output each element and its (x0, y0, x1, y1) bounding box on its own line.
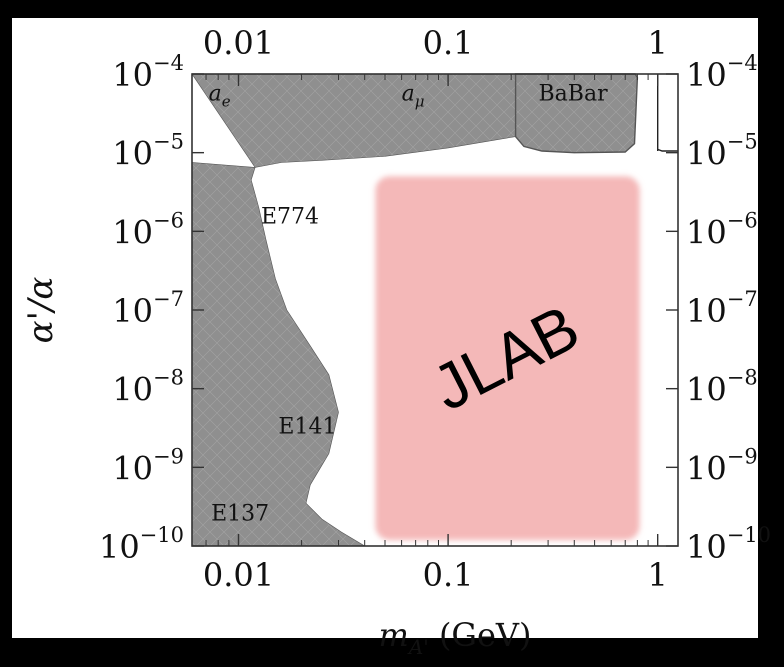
annotations: ae aμ BaBar E774 E141 E137 (209, 81, 608, 526)
x-axis-label: mA' (GeV) (378, 616, 531, 659)
annotation-e141: E141 (278, 415, 336, 440)
y-tick-label-right: 10−10 (686, 523, 771, 566)
annotation-e774: E774 (261, 204, 319, 229)
annotation-a-e: ae (209, 81, 231, 110)
boundary-line-2 (657, 148, 678, 152)
y-tick-label-left: 10−6 (112, 208, 184, 251)
excluded-regions (191, 73, 678, 547)
x-tick-label-top: 1 (648, 24, 668, 62)
y-tick-label-left: 10−7 (112, 287, 184, 330)
y-tick-label-left: 10−8 (112, 366, 184, 409)
y-axis-label: α'/α (21, 277, 61, 344)
y-tick-label-right: 10−5 (686, 130, 758, 173)
y-tick-label-right: 10−9 (686, 444, 758, 487)
y-tick-label-left: 10−9 (112, 444, 184, 487)
annotation-babar: BaBar (539, 81, 609, 106)
excluded-region-3 (514, 73, 639, 154)
annotation-e137: E137 (211, 502, 269, 527)
x-tick-label-top: 0.01 (203, 24, 274, 62)
y-tick-label-right: 10−6 (686, 208, 758, 251)
y-tick-label-right: 10−8 (686, 366, 758, 409)
jlab-region (375, 176, 640, 540)
x-tick-label-top: 0.1 (423, 24, 474, 62)
x-tick-label-bottom: 0.01 (203, 556, 274, 594)
annotation-a-mu: aμ (402, 81, 425, 110)
axis-ticks: 0.01 0.01 0.1 0.1 1 1 10−4 10−4 10−5 10−5 10−6 10−6… (99, 24, 771, 594)
x-tick-label-bottom: 1 (648, 556, 668, 594)
y-tick-label-right: 10−4 (686, 51, 758, 94)
y-tick-label-right: 10−7 (686, 287, 758, 330)
proposed-region: JLAB (375, 176, 640, 540)
x-tick-label-bottom: 0.1 (423, 556, 474, 594)
y-tick-label-left: 10−4 (112, 51, 184, 94)
y-tick-label-left: 10−10 (99, 523, 184, 566)
y-tick-label-left: 10−5 (112, 130, 184, 173)
